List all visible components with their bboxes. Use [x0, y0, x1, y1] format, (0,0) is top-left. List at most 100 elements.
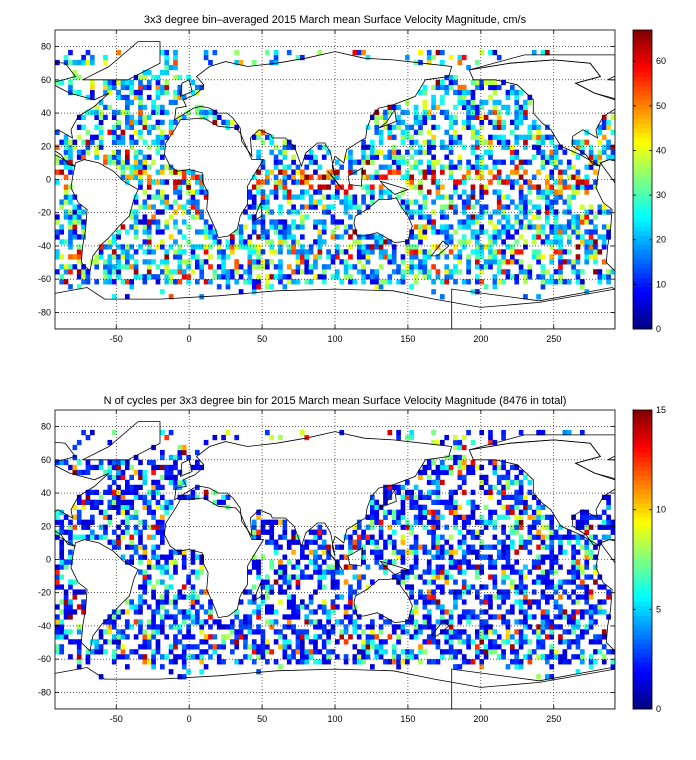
bin-cell [435, 49, 441, 56]
bin-cell [282, 284, 288, 290]
bin-cell [575, 144, 581, 150]
bin-cell [457, 559, 463, 565]
x-tick-label: -50 [110, 334, 123, 344]
bin-cell [116, 274, 121, 280]
bin-cell [304, 189, 310, 195]
bin-cell [518, 219, 524, 225]
bin-cell [488, 429, 493, 436]
bin-cell [383, 114, 388, 120]
bin-cell [260, 644, 266, 650]
bin-cell [545, 49, 550, 56]
bin-cell [370, 509, 375, 515]
bin-cell [492, 249, 498, 255]
bin-cell [461, 179, 467, 185]
bin-cell [440, 184, 445, 190]
bin-cell [103, 269, 108, 275]
bin-cell [475, 169, 480, 175]
bin-cell [457, 629, 463, 635]
bin-cell [243, 624, 248, 630]
bin-cell [549, 544, 555, 550]
bin-cell [133, 524, 139, 530]
bin-cell [466, 224, 471, 230]
bin-cell [173, 594, 178, 600]
bin-cell [278, 184, 283, 190]
bin-cell [90, 89, 95, 96]
bin-cell [444, 499, 450, 505]
bin-cell [540, 504, 546, 510]
bin-cell [496, 204, 502, 210]
bin-cell [518, 184, 524, 190]
bin-cell [256, 234, 261, 240]
bin-cell [584, 174, 590, 180]
bin-cell [540, 274, 546, 280]
bin-cell [155, 229, 161, 235]
bin-cell [273, 274, 279, 280]
coastline [468, 439, 615, 547]
bin-cell [265, 279, 270, 285]
colorbar-segment [633, 629, 652, 635]
bin-cell [488, 244, 493, 250]
bin-cell [562, 629, 568, 635]
bin-cell [343, 204, 349, 210]
bin-cell [540, 629, 546, 635]
bin-cell [90, 514, 95, 520]
bin-cell [186, 189, 191, 195]
bin-cell [461, 119, 467, 125]
bin-cell [330, 179, 336, 185]
bin-cell [444, 279, 450, 285]
bin-cell [422, 604, 428, 610]
bin-cell [146, 559, 152, 565]
bin-cell [98, 499, 104, 505]
bin-cell [426, 494, 432, 500]
colorbar-segment [633, 156, 652, 162]
bin-cell [409, 589, 415, 595]
bin-cell [453, 179, 458, 185]
bin-cell [431, 499, 436, 505]
bin-cell [76, 494, 82, 500]
bin-cell [304, 619, 310, 625]
bin-cell [457, 594, 463, 600]
bin-cell [326, 654, 331, 660]
bin-cell [260, 224, 266, 230]
bin-cell [181, 614, 187, 620]
bin-cell [483, 259, 489, 265]
bin-cell [470, 144, 476, 150]
bin-cell [571, 619, 576, 625]
bin-cell [129, 134, 135, 140]
bin-cell [426, 589, 432, 595]
bin-cell [68, 149, 73, 155]
bin-cell [523, 239, 528, 245]
bin-cell [291, 614, 296, 620]
bin-cell [492, 509, 498, 515]
bin-cell [133, 514, 139, 520]
bin-cell [291, 574, 296, 580]
bin-cell [518, 519, 524, 525]
bin-cell [426, 474, 432, 481]
bin-cell [527, 604, 533, 610]
bin-cell [549, 149, 555, 155]
bin-cell [523, 594, 528, 600]
bin-cell [518, 599, 524, 605]
bin-cell [321, 219, 327, 225]
bin-cell [606, 279, 611, 285]
bin-cell [260, 129, 266, 135]
bin-cell [164, 134, 170, 140]
bin-cell [125, 529, 130, 535]
bin-cell [125, 294, 130, 300]
bin-cell [453, 134, 458, 140]
colorbar-segment [633, 648, 652, 654]
bin-cell [593, 239, 598, 245]
bin-cell [129, 604, 135, 610]
bin-cell [514, 119, 520, 125]
bin-cell [265, 179, 270, 185]
bin-cell [155, 504, 161, 510]
bin-cell [575, 279, 581, 285]
bin-cell [190, 174, 196, 180]
bin-cell [383, 509, 388, 515]
bin-cell [286, 244, 292, 250]
bin-cell [475, 589, 480, 595]
bin-cell [527, 479, 533, 486]
bin-cell [361, 574, 366, 580]
bin-cell [85, 489, 91, 496]
bin-cell [155, 134, 161, 140]
